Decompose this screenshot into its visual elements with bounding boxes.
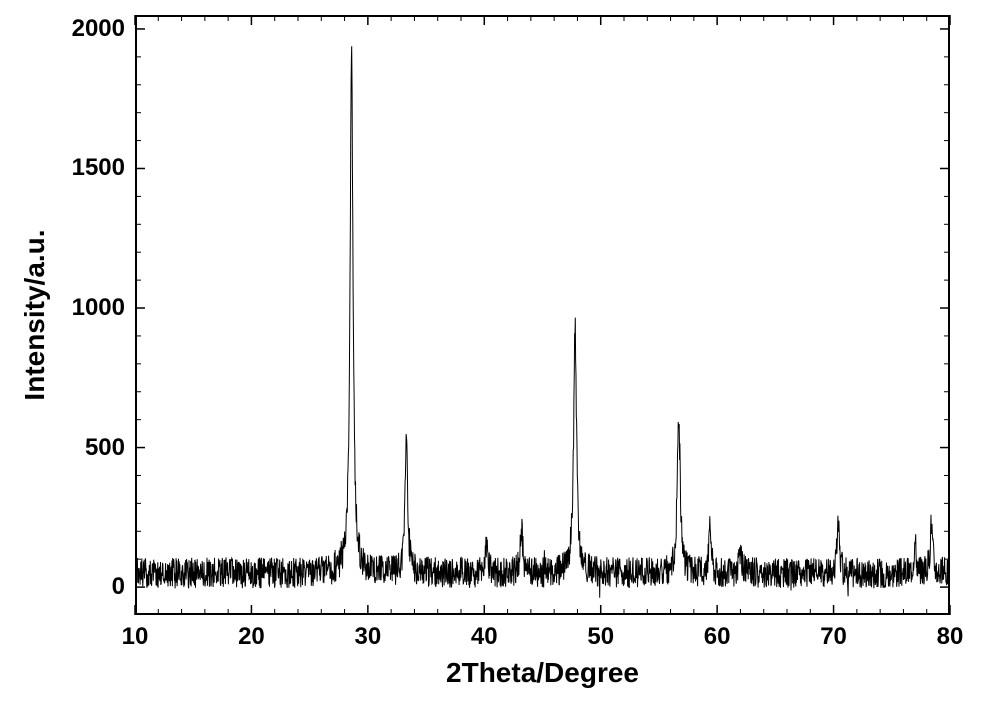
- x-tick-label: 10: [122, 623, 149, 651]
- y-tick-label: 1000: [65, 294, 125, 322]
- x-tick-label: 60: [704, 623, 731, 651]
- x-tick-label: 80: [937, 623, 964, 651]
- x-tick-label: 30: [354, 623, 381, 651]
- y-tick-label: 1500: [65, 154, 125, 182]
- xrd-chart: 2Theta/Degree Intensity/a.u. 10 20 30 40 50 6…: [0, 0, 1000, 724]
- xrd-trace: [135, 46, 950, 598]
- x-tick-label: 70: [820, 623, 847, 651]
- plot-svg: [0, 0, 1000, 724]
- x-tick-label: 40: [471, 623, 498, 651]
- y-axis-title: Intensity/a.u.: [19, 229, 51, 400]
- y-tick-label: 0: [65, 573, 125, 601]
- x-tick-label: 20: [238, 623, 265, 651]
- x-axis-title: 2Theta/Degree: [446, 657, 639, 689]
- y-tick-label: 2000: [65, 15, 125, 43]
- y-tick-label: 500: [65, 434, 125, 462]
- x-tick-label: 50: [587, 623, 614, 651]
